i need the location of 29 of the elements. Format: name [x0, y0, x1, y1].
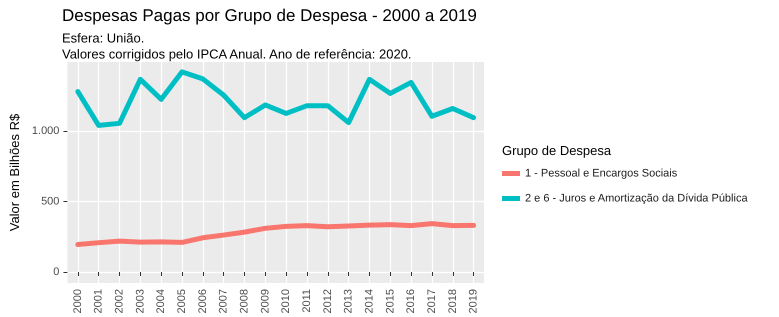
x-tick-label: 2012: [322, 289, 334, 314]
x-tick-label: 2002: [114, 289, 126, 314]
chart-title: Despesas Pagas por Grupo de Despesa - 2000 a 2019: [62, 6, 477, 25]
y-tick-label: 1.000: [32, 125, 60, 138]
y-axis-title: Valor em Bilhões R$: [7, 112, 22, 232]
x-tick-label: 2007: [218, 289, 230, 314]
x-tick-label: 2010: [280, 289, 292, 314]
legend-label: 2 e 6 - Juros e Amortização da Dívida Pública: [525, 192, 748, 204]
chart-subtitle: Esfera: União. Valores corrigidos pelo IPCA Anual. Ano de referência: 2020.: [62, 30, 412, 62]
y-tick-label: 500: [41, 196, 60, 208]
x-tick-label: 2009: [259, 289, 272, 314]
legend-title: Grupo de Despesa: [502, 143, 612, 158]
x-tick-label: 2018: [446, 289, 459, 314]
x-tick-label: 2004: [155, 289, 168, 314]
x-tick-label: 2003: [134, 289, 146, 314]
x-tick-label: 2000: [72, 289, 84, 314]
x-tick-label: 2014: [363, 289, 376, 314]
x-tick-label: 2016: [405, 289, 418, 314]
x-tick-label: 2017: [426, 289, 438, 314]
x-tick-label: 2001: [92, 289, 105, 314]
legend-label: 1 - Pessoal e Encargos Sociais: [525, 168, 678, 180]
x-tick-label: 2013: [342, 289, 355, 314]
x-tick-label: 2005: [176, 289, 188, 314]
x-tick-label: 2015: [384, 289, 396, 314]
x-tick-label: 2011: [300, 289, 313, 313]
x-tick-label: 2006: [196, 289, 209, 314]
x-tick-label: 2008: [238, 289, 250, 314]
y-tick-label: 0: [53, 266, 60, 278]
x-tick-label: 2019: [468, 289, 480, 314]
